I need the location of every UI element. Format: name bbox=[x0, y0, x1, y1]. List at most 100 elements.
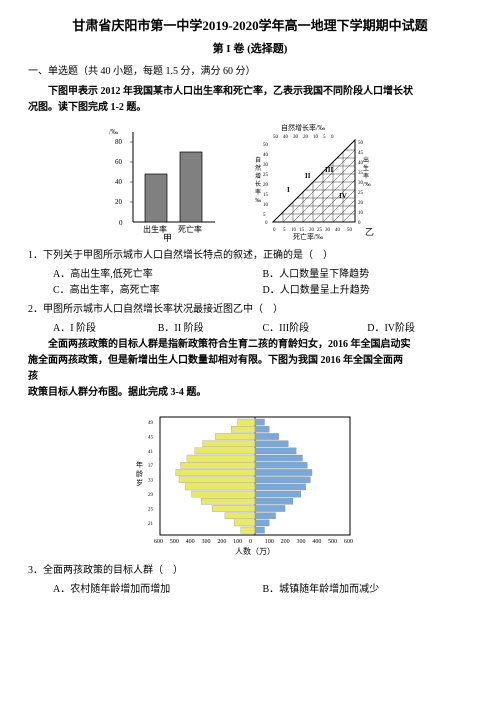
svg-text:300: 300 bbox=[297, 539, 306, 545]
svg-text:增: 增 bbox=[255, 172, 261, 180]
triangle-chart-yi: 自然增长率/‰ 504030 201050 bbox=[235, 122, 395, 242]
svg-text:33: 33 bbox=[148, 479, 154, 484]
svg-text:20: 20 bbox=[115, 198, 123, 206]
svg-text:20: 20 bbox=[358, 201, 364, 206]
svg-text:0: 0 bbox=[119, 219, 123, 227]
svg-text:生: 生 bbox=[363, 164, 369, 172]
svg-text:I: I bbox=[287, 186, 290, 194]
svg-text:400: 400 bbox=[312, 539, 321, 545]
page-title: 甘肃省庆阳市第一中学2019-2020学年高一地理下学期期中试题 bbox=[28, 16, 472, 37]
svg-text:15: 15 bbox=[263, 193, 269, 198]
q2-stem: 2．甲图所示城市人口自然增长率状况最接近图乙中（ ） bbox=[28, 302, 472, 318]
section-header: 一、单选题（共 40 小题，每题 1.5 分，满分 60 分） bbox=[28, 64, 472, 80]
bar-chart-jia: /‰ 0 20 40 60 80 出生率 死亡率 甲 bbox=[105, 122, 225, 242]
svg-text:/‰: /‰ bbox=[109, 128, 118, 136]
svg-text:‰: ‰ bbox=[255, 198, 261, 204]
svg-text:45: 45 bbox=[148, 436, 154, 441]
svg-text:25: 25 bbox=[263, 173, 269, 178]
q1-opt-b[interactable]: B．人口数量呈下降趋势 bbox=[263, 267, 473, 283]
population-pyramid: 年龄岁 600 500 400 300 200 100 0 100 200 300 400 500 60… bbox=[130, 407, 370, 557]
q1-stem: 1．下列关于甲图所示城市人口自然增长特点的叙述，正确的是（ ） bbox=[28, 248, 472, 264]
svg-text:然: 然 bbox=[255, 164, 261, 172]
svg-text:20: 20 bbox=[303, 135, 309, 140]
svg-text:自: 自 bbox=[255, 156, 261, 164]
svg-text:人数（万）: 人数（万） bbox=[235, 546, 275, 556]
svg-text:50: 50 bbox=[358, 141, 364, 146]
q2-opt-a[interactable]: A．I 阶段 bbox=[53, 321, 158, 337]
q1-opt-a[interactable]: A．高出生率,低死亡率 bbox=[53, 267, 263, 283]
svg-text:50: 50 bbox=[273, 135, 279, 140]
svg-text:40: 40 bbox=[283, 135, 289, 140]
svg-text:自然增长率/‰: 自然增长率/‰ bbox=[281, 123, 325, 132]
svg-text:600: 600 bbox=[344, 539, 353, 545]
svg-text:600: 600 bbox=[154, 539, 163, 545]
svg-text:30: 30 bbox=[293, 135, 299, 140]
svg-text:41: 41 bbox=[148, 450, 154, 455]
page-subtitle: 第 I 卷 (选择题) bbox=[28, 41, 472, 59]
intro-2-line-2: 施全面两孩政策，但是新增出生人口数量却相对有限。下图为我国 2016 年全国全面… bbox=[28, 353, 472, 369]
q1-opt-c[interactable]: C．高出生率，高死亡率 bbox=[53, 283, 263, 299]
svg-text:死亡率/‰: 死亡率/‰ bbox=[293, 232, 323, 241]
svg-text:率: 率 bbox=[363, 172, 369, 180]
svg-text:10: 10 bbox=[263, 203, 269, 208]
svg-text:500: 500 bbox=[170, 539, 179, 545]
svg-text:30: 30 bbox=[325, 228, 331, 233]
svg-text:40: 40 bbox=[358, 161, 364, 166]
svg-text:21: 21 bbox=[148, 522, 154, 527]
svg-text:400: 400 bbox=[186, 539, 195, 545]
q2-opt-d[interactable]: D．IV阶段 bbox=[367, 321, 472, 337]
intro-1-line-1: 下图甲表示 2012 年我国某市人口出生率和死亡率，乙表示我国不同阶段人口增长状 bbox=[28, 84, 472, 100]
svg-text:29: 29 bbox=[148, 493, 154, 498]
q3-stem: 3．全面两孩政策的目标人群（ ） bbox=[28, 563, 472, 579]
svg-text:龄: 龄 bbox=[136, 469, 143, 478]
q2-opt-b[interactable]: B．II 阶段 bbox=[158, 321, 263, 337]
q2-options: A．I 阶段 B．II 阶段 C．III阶段 D．IV阶段 bbox=[53, 321, 472, 337]
svg-text:25: 25 bbox=[358, 191, 364, 196]
figure-1-row: /‰ 0 20 40 60 80 出生率 死亡率 甲 自然增长率/‰ 50403… bbox=[28, 122, 472, 242]
svg-text:III: III bbox=[325, 166, 333, 174]
q2-opt-c[interactable]: C．III阶段 bbox=[263, 321, 368, 337]
svg-text:30: 30 bbox=[358, 181, 364, 186]
q1-options: A．高出生率,低死亡率 B．人口数量呈下降趋势 C．高出生率，高死亡率 D．人口… bbox=[53, 267, 472, 299]
svg-text:40: 40 bbox=[263, 153, 269, 158]
svg-text:50: 50 bbox=[347, 228, 353, 233]
svg-text:60: 60 bbox=[115, 158, 123, 166]
intro-2-line-3: 孩 bbox=[28, 369, 472, 385]
svg-text:20: 20 bbox=[263, 183, 269, 188]
svg-text:100: 100 bbox=[233, 539, 242, 545]
svg-text:甲: 甲 bbox=[163, 233, 172, 242]
svg-text:49: 49 bbox=[148, 421, 154, 426]
svg-text:/‰: /‰ bbox=[363, 182, 371, 188]
q3-opt-a[interactable]: A．农村随年龄增加而增加 bbox=[53, 582, 263, 598]
svg-text:300: 300 bbox=[202, 539, 211, 545]
svg-text:45: 45 bbox=[358, 151, 364, 156]
intro-1-line-2: 况图。读下图完成 1-2 题。 bbox=[28, 100, 472, 116]
svg-text:II: II bbox=[305, 172, 311, 180]
svg-text:200: 200 bbox=[217, 539, 226, 545]
svg-text:37: 37 bbox=[148, 465, 154, 470]
svg-text:0: 0 bbox=[249, 539, 252, 545]
svg-text:100: 100 bbox=[265, 539, 274, 545]
svg-text:40: 40 bbox=[115, 178, 123, 186]
svg-text:岁: 岁 bbox=[136, 478, 143, 487]
svg-text:率: 率 bbox=[255, 188, 261, 196]
svg-text:10: 10 bbox=[313, 135, 319, 140]
svg-text:乙: 乙 bbox=[365, 227, 374, 237]
intro-2-line-1: 全面两孩政策的目标人群是指新政策符合生育二孩的育龄妇女，2016 年全国启动实 bbox=[28, 337, 472, 353]
svg-text:200: 200 bbox=[281, 539, 290, 545]
q1-opt-d[interactable]: D．人口数量呈上升趋势 bbox=[263, 283, 473, 299]
intro-2-line-4: 政策目标人群分布图。据此完成 3-4 题。 bbox=[28, 385, 472, 401]
svg-text:出: 出 bbox=[363, 156, 369, 164]
svg-text:死亡率: 死亡率 bbox=[178, 224, 202, 234]
svg-text:长: 长 bbox=[255, 180, 261, 188]
svg-text:80: 80 bbox=[115, 138, 123, 146]
svg-text:40: 40 bbox=[335, 228, 341, 233]
q3-opt-b[interactable]: B．城镇随年龄增加而减少 bbox=[263, 582, 473, 598]
svg-text:25: 25 bbox=[148, 508, 154, 513]
svg-text:500: 500 bbox=[328, 539, 337, 545]
svg-text:10: 10 bbox=[358, 211, 364, 216]
svg-text:年: 年 bbox=[136, 460, 143, 469]
svg-text:35: 35 bbox=[358, 171, 364, 176]
svg-text:50: 50 bbox=[263, 143, 269, 148]
svg-text:30: 30 bbox=[263, 163, 269, 168]
